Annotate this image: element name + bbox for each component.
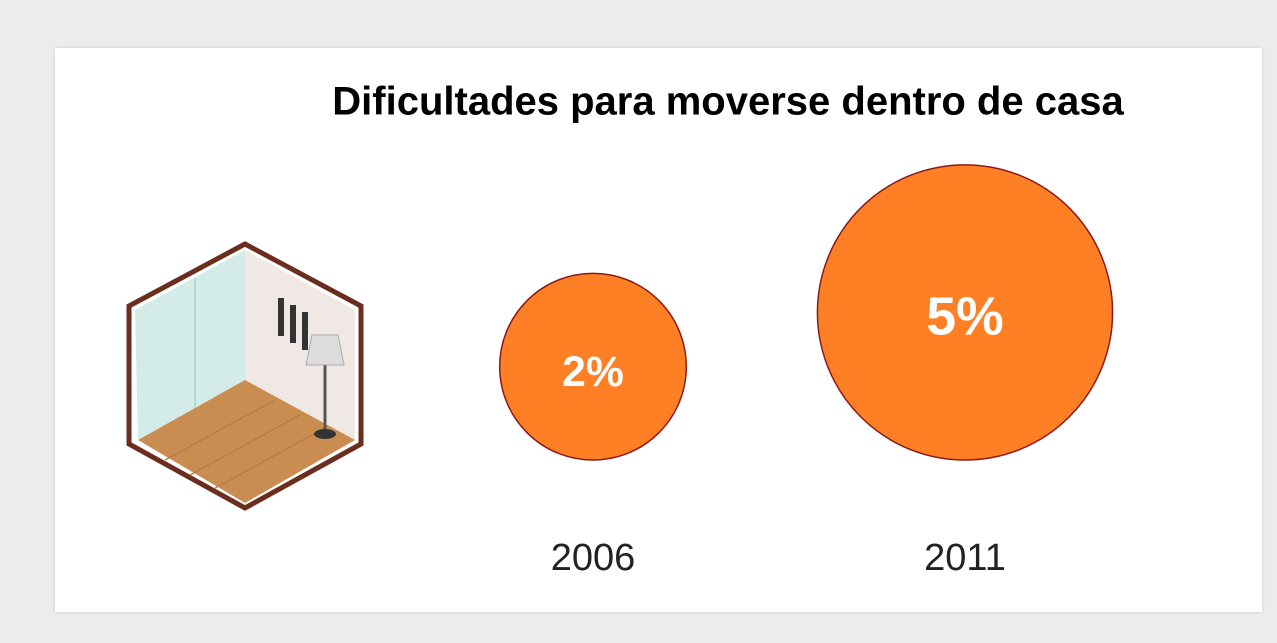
chart: Dificultades para moverse dentro de casa…: [0, 0, 1277, 643]
value-label: 2%: [562, 348, 624, 396]
room-illustration: [129, 244, 361, 508]
chart-title: Dificultades para moverse dentro de casa: [332, 80, 1124, 124]
category-label: 2006: [551, 537, 636, 579]
page: {"chart_data": {"type": "bubble", "title…: [0, 0, 1277, 643]
value-label: 5%: [926, 288, 1003, 347]
category-label: 2011: [924, 537, 1006, 579]
